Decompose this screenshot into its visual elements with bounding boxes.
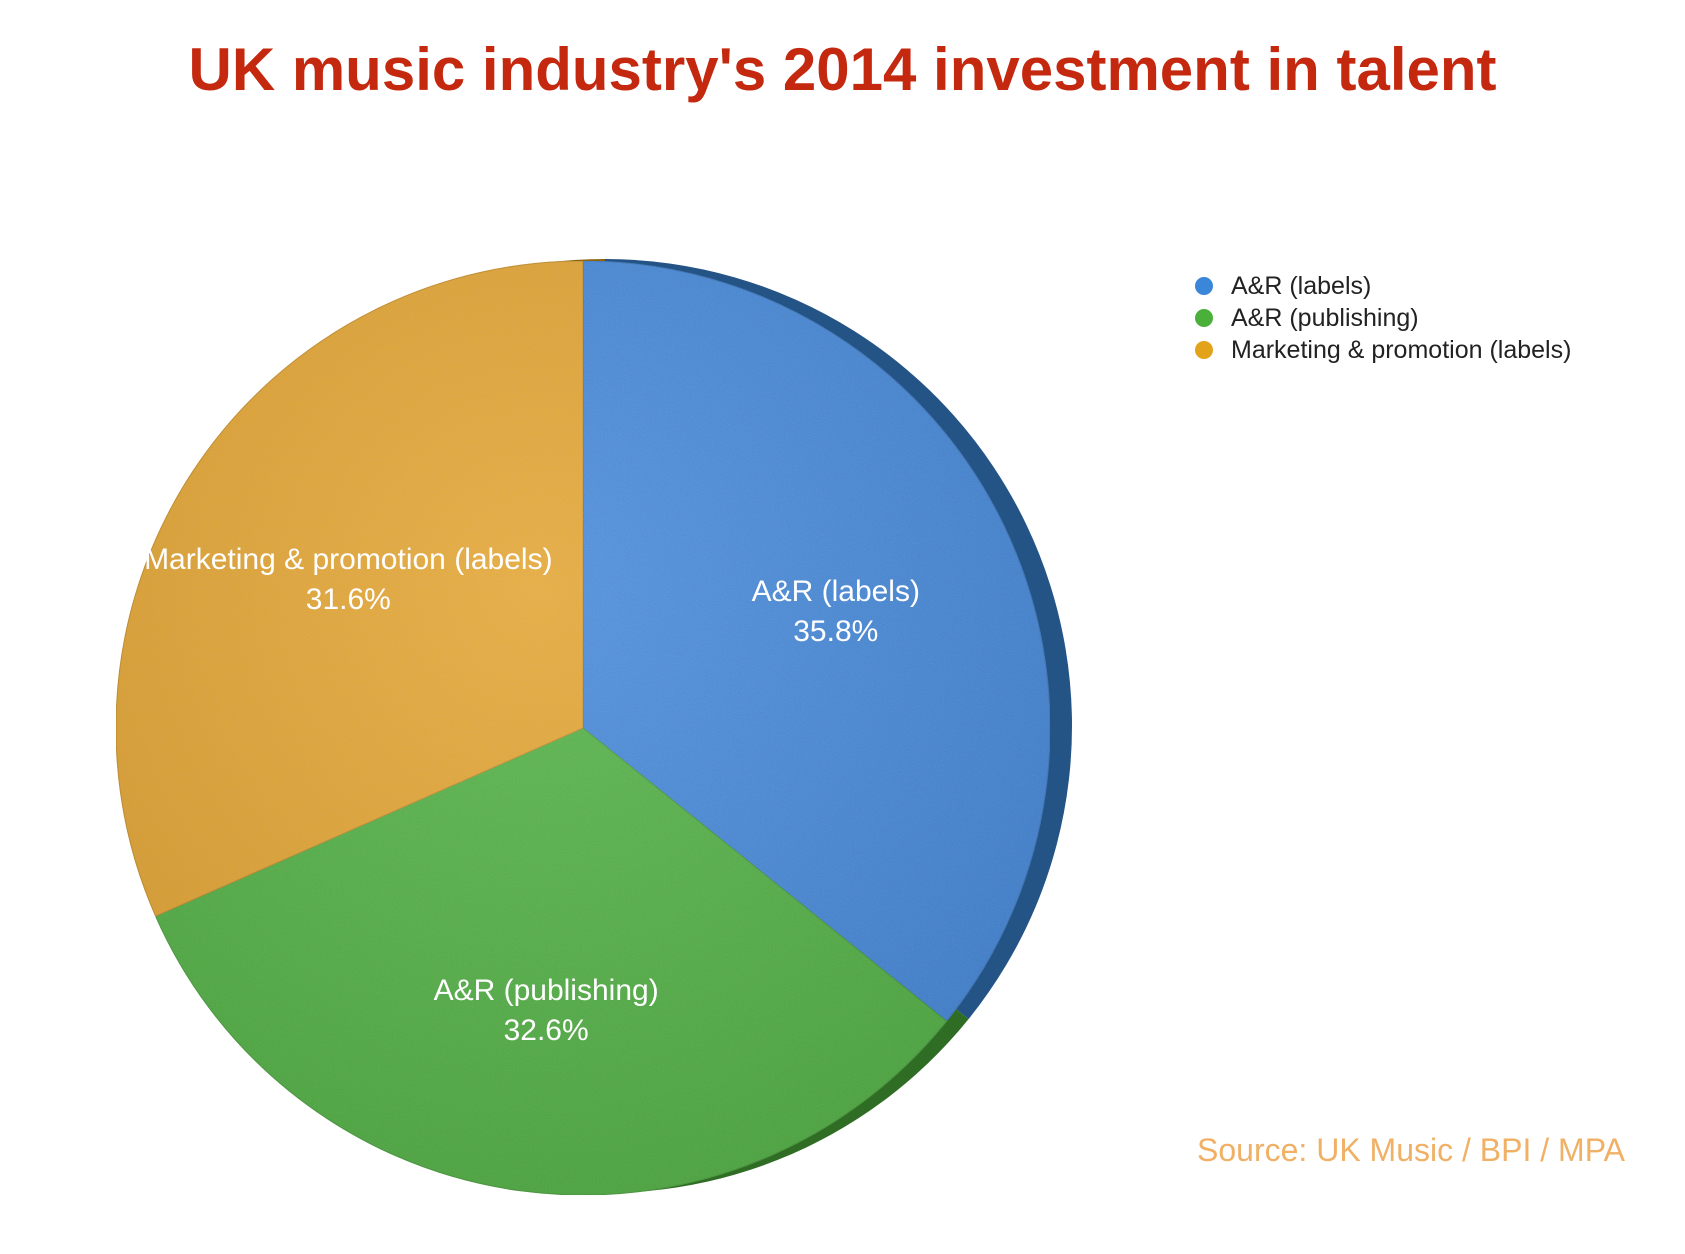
legend-item-ar-labels: A&R (labels) [1195, 270, 1571, 302]
chart-title: UK music industry's 2014 investment in t… [188, 36, 1497, 103]
legend-swatch-marketing-promotion [1195, 341, 1213, 359]
legend-label-ar-labels: A&R (labels) [1231, 271, 1372, 300]
legend-item-ar-publishing: A&R (publishing) [1195, 302, 1571, 334]
slice-value-marketing-promotion-labels: 31.6% [306, 583, 391, 616]
legend: A&R (labels) A&R (publishing) Marketing … [1195, 270, 1571, 366]
source-note: Source: UK Music / BPI / MPA [1197, 1132, 1625, 1168]
slice-label-marketing-promotion-labels: Marketing & promotion (labels) [144, 543, 553, 576]
legend-label-marketing-promotion: Marketing & promotion (labels) [1231, 335, 1572, 364]
pie-slices [115, 260, 1051, 1196]
slice-value-ar-labels: 35.8% [793, 615, 878, 648]
legend-label-ar-publishing: A&R (publishing) [1231, 303, 1419, 332]
pie-labels: A&R (labels) 35.8% A&R (publishing) 32.6% Ma… [144, 543, 920, 1047]
legend-swatch-ar-publishing [1195, 309, 1213, 327]
legend-swatch-ar-labels [1195, 277, 1213, 295]
slice-value-ar-publishing: 32.6% [504, 1014, 589, 1047]
slice-label-ar-labels: A&R (labels) [752, 575, 920, 608]
slice-label-ar-publishing: A&R (publishing) [434, 974, 659, 1007]
legend-item-marketing-promotion: Marketing & promotion (labels) [1195, 334, 1571, 366]
